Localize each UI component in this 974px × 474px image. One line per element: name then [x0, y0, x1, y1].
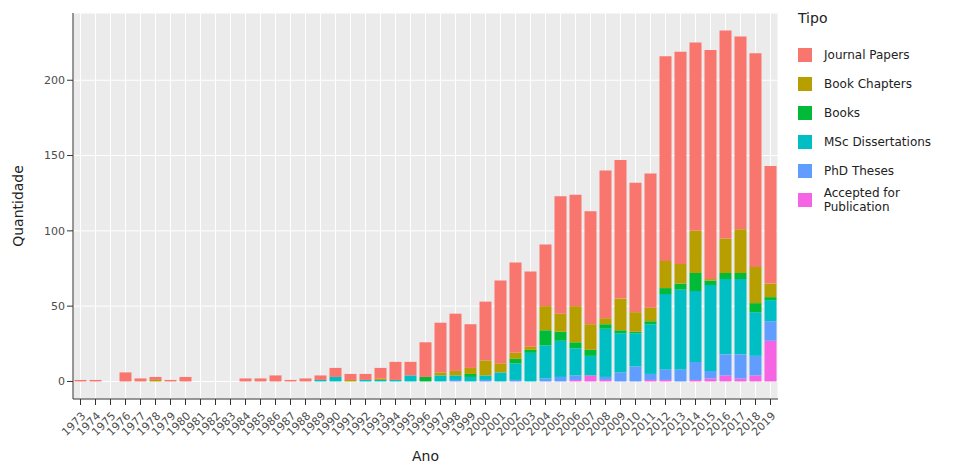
svg-text:Ano: Ano: [412, 448, 439, 464]
svg-text:1984: 1984: [224, 409, 254, 439]
svg-text:2000: 2000: [464, 409, 494, 439]
svg-text:1995: 1995: [389, 409, 419, 439]
svg-text:2018: 2018: [734, 409, 764, 439]
html-text:Accepted for Publication: Accepted for Publication: [823, 185, 900, 214]
svg-text:1998: 1998: [434, 409, 464, 439]
svg-text:150: 150: [44, 149, 65, 162]
html-text:Book Chapters: Book Chapters: [824, 76, 912, 91]
svg-text:2010: 2010: [614, 409, 644, 439]
svg-text:1981: 1981: [179, 409, 209, 439]
svg-text:2012: 2012: [644, 409, 674, 439]
svg-text:2003: 2003: [509, 409, 539, 439]
html-text:Books: Books: [824, 105, 861, 120]
svg-text:1975: 1975: [89, 409, 119, 439]
svg-text:1990: 1990: [314, 409, 344, 439]
svg-text:1974: 1974: [74, 409, 104, 439]
svg-text:1983: 1983: [209, 409, 239, 439]
svg-text:2002: 2002: [494, 409, 524, 439]
svg-text:1987: 1987: [269, 409, 299, 439]
svg-text:2006: 2006: [554, 409, 584, 439]
svg-text:2011: 2011: [629, 409, 659, 439]
svg-text:2017: 2017: [719, 409, 749, 439]
svg-text:1979: 1979: [149, 409, 179, 439]
svg-text:1977: 1977: [119, 409, 149, 439]
svg-text:1976: 1976: [104, 409, 134, 439]
html-text:MSc Dissertations: MSc Dissertations: [824, 134, 932, 149]
svg-text:1991: 1991: [329, 409, 359, 439]
html-text:Journal Papers: Journal Papers: [824, 47, 910, 62]
svg-text:2019: 2019: [749, 410, 778, 439]
svg-text:1986: 1986: [254, 409, 284, 439]
svg-text:1980: 1980: [164, 409, 194, 439]
svg-text:2007: 2007: [569, 409, 599, 439]
svg-text:2015: 2015: [689, 409, 719, 439]
svg-text:2014: 2014: [674, 409, 704, 439]
svg-text:1989: 1989: [299, 409, 329, 439]
svg-text:1997: 1997: [419, 409, 449, 439]
svg-text:1978: 1978: [134, 409, 164, 439]
svg-text:2004: 2004: [524, 409, 554, 439]
svg-text:1996: 1996: [404, 409, 434, 439]
svg-text:100: 100: [44, 225, 65, 238]
svg-text:0: 0: [58, 375, 65, 388]
html-text:PhD Theses: PhD Theses: [824, 163, 895, 178]
svg-text:1993: 1993: [359, 409, 389, 439]
svg-text:2005: 2005: [539, 409, 569, 439]
svg-text:Quantidade: Quantidade: [10, 165, 26, 247]
svg-text:2016: 2016: [704, 409, 734, 439]
svg-text:2009: 2009: [599, 409, 629, 439]
svg-text:1992: 1992: [344, 409, 374, 439]
svg-text:1985: 1985: [239, 409, 269, 439]
svg-text:1988: 1988: [284, 409, 314, 439]
svg-text:1999: 1999: [449, 409, 479, 439]
svg-text:1982: 1982: [194, 409, 224, 439]
html-text:Tipo: Tipo: [798, 10, 828, 26]
svg-text:2013: 2013: [659, 409, 689, 439]
svg-text:50: 50: [51, 300, 65, 313]
svg-text:1994: 1994: [374, 409, 404, 439]
svg-text:1973: 1973: [59, 409, 89, 439]
svg-text:2001: 2001: [479, 409, 509, 439]
svg-text:2008: 2008: [584, 409, 614, 439]
svg-text:200: 200: [44, 74, 65, 87]
